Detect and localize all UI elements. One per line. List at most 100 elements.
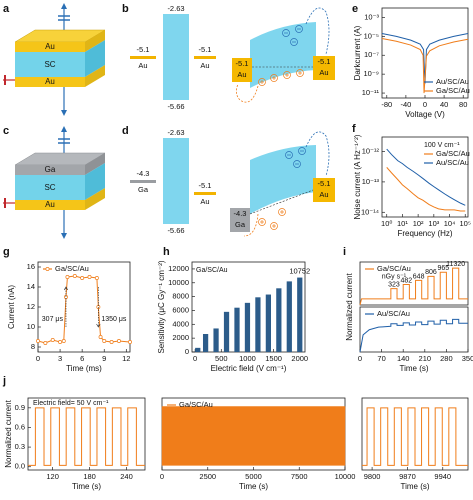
y-tick-label: 0.9 — [15, 403, 25, 412]
y-axis-label: Darkcurrent (A) — [353, 25, 362, 80]
y-axis-label: Normalized current — [4, 399, 13, 467]
y-tick-label: 10⁻¹³ — [362, 177, 380, 186]
x-axis-label: Voltage (V) — [405, 110, 445, 119]
y-tick-label: 10 — [27, 322, 35, 331]
legend-label: Au/SC/Au — [436, 77, 469, 86]
plot-frame — [359, 306, 469, 353]
legend-label: Ga/SC/Au — [55, 264, 89, 273]
data-point — [87, 275, 92, 279]
y-tick-label: 10⁻¹⁴ — [361, 207, 379, 216]
layer-label: SC — [44, 60, 55, 69]
panel-letter: j — [2, 375, 6, 387]
bar — [286, 281, 292, 352]
layer-side — [85, 153, 105, 175]
y-tick-label: 12 — [27, 302, 35, 311]
legend-label: Ga/SC/Au — [179, 400, 213, 409]
y-tick-label: 10⁻³ — [364, 12, 379, 21]
metal-label: Au — [319, 190, 328, 199]
y-tick-label: 0.0 — [15, 462, 25, 471]
y-tick-label: 16 — [27, 262, 35, 271]
x-tick-label: 0 — [193, 354, 197, 363]
annotation: 648 — [413, 273, 425, 280]
y-tick-label: 10000 — [168, 278, 189, 287]
x-axis-label: Time (s) — [400, 482, 429, 491]
annotation: Ga/SC/Au — [196, 267, 228, 274]
annotation: 11320 — [446, 261, 465, 268]
device-schematic: Au SC Au — [3, 3, 106, 116]
x-axis-label: Time (s) — [399, 364, 428, 373]
y-tick-label: 8000 — [172, 292, 189, 301]
bar — [276, 288, 282, 352]
layer-label: Au — [45, 42, 55, 51]
data-point — [43, 341, 48, 345]
arrow — [236, 83, 259, 103]
bar — [202, 334, 209, 352]
data-line — [386, 167, 466, 212]
x-axis-label: Time (ms) — [66, 364, 102, 373]
layer-label: SC — [44, 183, 55, 192]
data-point — [36, 339, 40, 343]
data-point — [94, 276, 99, 280]
arrow — [61, 110, 67, 116]
x-tick-label: 10⁴ — [444, 219, 456, 228]
bar — [265, 294, 271, 352]
y-tick-label: 10⁻¹¹ — [362, 88, 380, 97]
x-tick-label: 6 — [80, 354, 84, 363]
arrow-head — [96, 323, 101, 328]
metal-level — [130, 180, 156, 183]
panel-letter: c — [3, 125, 9, 137]
bar — [195, 347, 201, 352]
x-tick-label: 40 — [440, 100, 448, 109]
y-tick-label: 0 — [185, 347, 189, 356]
band-diagram: -2.63 -5.66 -5.1 Au -5.1 Au -5.1 Au -5.1… — [130, 4, 335, 111]
x-tick-label: 12 — [122, 354, 130, 363]
layer-side — [85, 65, 105, 87]
panel-letter: e — [352, 3, 358, 15]
level-label: -4.3 — [137, 169, 150, 178]
x-tick-label: 5000 — [245, 472, 262, 481]
y-axis-label: Sensitivity (μC Gy⁻¹ cm⁻²) — [157, 260, 166, 353]
y-tick-label: 0.6 — [15, 422, 25, 431]
y-axis-label: Normalized current — [345, 272, 354, 340]
y-tick-label: 10⁻⁷ — [364, 50, 379, 59]
data-line — [359, 318, 468, 353]
data-point — [72, 274, 77, 278]
x-tick-label: 1000 — [239, 354, 256, 363]
annotation: 307 μs — [42, 316, 64, 323]
metal-label: Ga — [235, 220, 246, 229]
x-tick-label: 80 — [459, 100, 467, 109]
x-tick-label: 1500 — [265, 354, 282, 363]
plot-frame — [361, 397, 469, 471]
x-tick-label: 10⁵ — [460, 219, 471, 228]
metal-label: Au — [319, 68, 328, 77]
metal-level — [130, 56, 156, 59]
plot-frame — [27, 397, 146, 471]
x-tick-label: -40 — [400, 100, 411, 109]
x-tick-label: 350 — [462, 354, 473, 363]
data-point — [109, 340, 114, 344]
annotation: 100 V cm⁻¹ — [424, 142, 460, 149]
data-line — [381, 37, 469, 94]
layer-label: Ga — [45, 165, 56, 174]
y-tick-label: 10⁻⁵ — [364, 31, 379, 40]
bent-band — [250, 22, 316, 88]
contact — [313, 178, 335, 202]
bar — [234, 307, 240, 352]
x-tick-label: 500 — [215, 354, 228, 363]
holes — [258, 208, 286, 230]
level-label: -5.1 — [137, 45, 150, 54]
metal-label: Au — [200, 61, 209, 70]
x-tick-label: 2000 — [291, 354, 308, 363]
layer — [15, 42, 85, 52]
x-tick-label: 10000 — [335, 472, 356, 481]
data-line — [28, 407, 145, 466]
x-tick-label: 10² — [413, 219, 424, 228]
data-point — [58, 340, 63, 344]
y-tick-label: 6000 — [172, 305, 189, 314]
x-tick-label: 240 — [120, 472, 133, 481]
x-tick-label: 9800 — [364, 472, 381, 481]
y-tick-label: 14 — [27, 282, 35, 291]
layer — [15, 165, 85, 175]
arrow — [61, 233, 67, 239]
